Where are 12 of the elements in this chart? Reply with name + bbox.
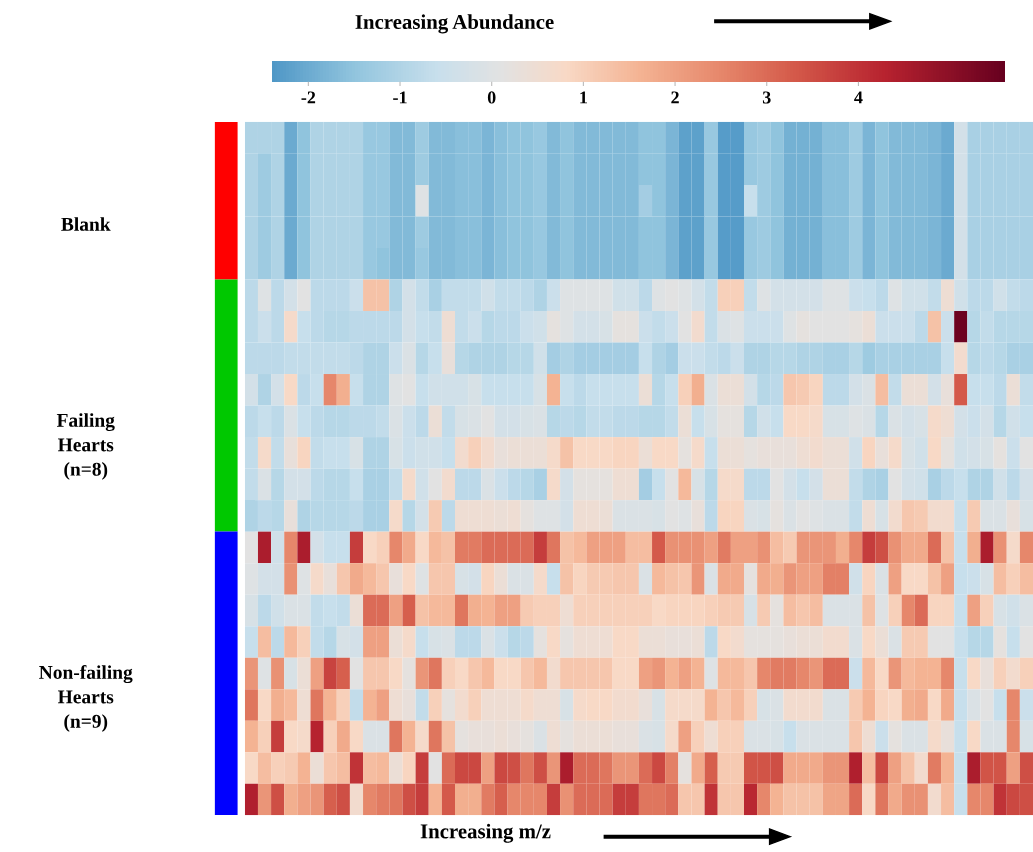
y-tick-label: Non-failing Hearts (n=9) bbox=[39, 665, 133, 732]
y-tick-label: Blank bbox=[61, 217, 111, 231]
color-bar-label: 2 bbox=[671, 91, 679, 104]
color-bar-label: 4 bbox=[854, 91, 863, 104]
color-bar-label: 1 bbox=[580, 91, 587, 104]
color-bar-label: 3 bbox=[762, 91, 771, 104]
y-tick-label: Failing Hearts (n=8) bbox=[56, 413, 115, 480]
color-bar-label: 0 bbox=[487, 91, 496, 104]
color-bar-label: -1 bbox=[393, 91, 407, 104]
x-axis-title: Increasing m/z bbox=[420, 823, 551, 843]
color-bar-label: -2 bbox=[301, 91, 316, 104]
color-bar-title: Increasing Abundance bbox=[355, 14, 554, 34]
